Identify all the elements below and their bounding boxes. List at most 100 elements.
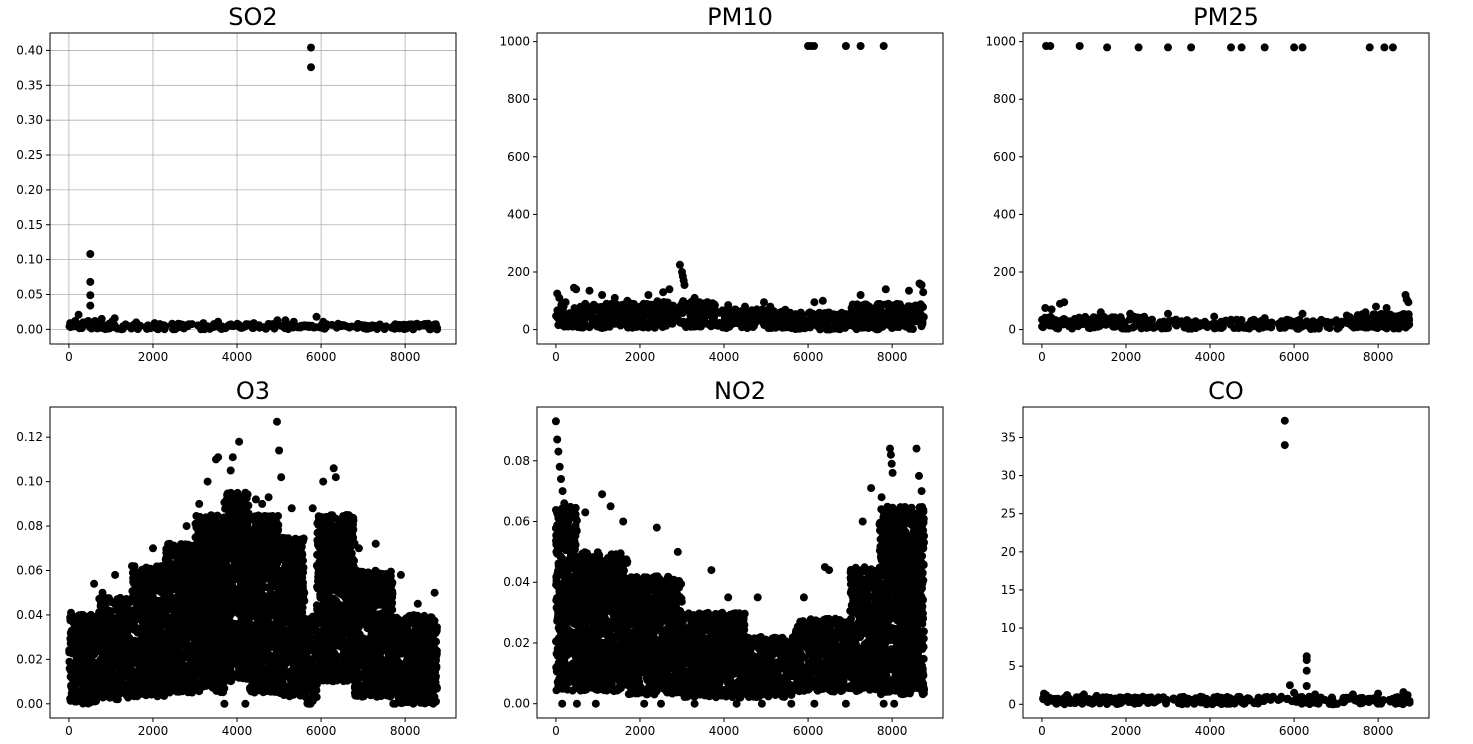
data-point	[659, 300, 668, 309]
data-point	[203, 612, 212, 620]
data-point	[1304, 320, 1313, 329]
data-point	[1230, 324, 1239, 332]
data-point	[105, 646, 114, 655]
data-point	[665, 285, 674, 294]
pm25-axes-frame	[1022, 32, 1430, 345]
data-point	[566, 315, 575, 324]
data-point	[610, 293, 619, 302]
data-point	[199, 544, 208, 553]
data-point	[1041, 304, 1050, 312]
data-point	[223, 512, 232, 521]
data-point	[208, 591, 217, 600]
data-point	[703, 298, 712, 307]
data-point	[1267, 318, 1276, 327]
data-point	[249, 319, 258, 328]
data-point	[137, 659, 146, 668]
data-point	[1075, 42, 1084, 50]
data-point	[721, 314, 730, 323]
data-point	[101, 673, 110, 681]
data-point	[227, 578, 236, 587]
data-point	[818, 296, 827, 305]
data-point	[1402, 314, 1411, 322]
data-point	[618, 319, 627, 328]
data-point	[169, 633, 178, 641]
data-point	[380, 325, 389, 333]
data-point	[1194, 320, 1203, 329]
pm25-title: PM25	[1193, 3, 1259, 31]
data-point	[786, 308, 795, 317]
data-point	[647, 319, 656, 328]
data-point	[107, 598, 116, 607]
data-point	[1380, 43, 1389, 52]
data-point	[211, 671, 220, 680]
data-point	[86, 301, 95, 310]
data-point	[744, 312, 753, 321]
data-point	[118, 620, 127, 629]
data-point	[1164, 43, 1172, 52]
data-point	[561, 298, 570, 307]
data-point	[168, 319, 177, 328]
data-point	[100, 663, 109, 672]
data-point	[96, 655, 105, 664]
data-point	[878, 322, 887, 331]
data-point	[1227, 43, 1235, 52]
data-point	[1134, 315, 1143, 324]
data-point	[214, 317, 223, 326]
data-point	[619, 305, 628, 313]
data-point	[74, 310, 83, 319]
data-point	[199, 671, 208, 680]
data-point	[1288, 320, 1297, 329]
x-tick-label: 6000	[1279, 350, 1310, 364]
data-point	[144, 593, 153, 602]
data-point	[571, 306, 580, 315]
data-point	[111, 629, 119, 638]
data-point	[586, 303, 595, 312]
data-point	[177, 540, 186, 549]
data-point	[644, 291, 653, 299]
data-point	[232, 604, 241, 613]
data-point	[1172, 315, 1180, 324]
data-point	[874, 300, 882, 308]
data-point	[101, 680, 110, 689]
data-point	[1382, 312, 1390, 321]
x-tick-label: 2000	[138, 350, 169, 364]
data-point	[161, 594, 170, 603]
data-point	[1214, 320, 1222, 329]
data-point	[1365, 43, 1374, 52]
data-point	[679, 319, 688, 328]
data-point	[655, 315, 664, 324]
data-point	[710, 300, 719, 309]
y-tick-label: 0.15	[16, 218, 43, 232]
data-point	[95, 678, 104, 687]
data-point	[192, 618, 201, 627]
x-tick-label: 2000	[1111, 350, 1142, 364]
data-point	[919, 288, 928, 297]
data-point	[91, 697, 100, 706]
data-point	[138, 631, 147, 640]
data-point	[1060, 298, 1069, 307]
data-point	[198, 594, 207, 602]
data-point	[209, 323, 218, 332]
data-point	[129, 637, 138, 646]
data-point	[625, 316, 634, 325]
data-point	[1046, 42, 1055, 50]
data-point	[81, 637, 90, 646]
data-point	[1280, 323, 1289, 332]
data-point	[125, 322, 134, 331]
data-point	[1260, 43, 1269, 52]
data-point	[841, 310, 850, 319]
data-point	[623, 296, 632, 305]
data-point	[1164, 309, 1172, 318]
data-point	[225, 616, 234, 625]
data-point	[1388, 43, 1397, 52]
data-point	[307, 43, 315, 52]
data-point	[892, 322, 900, 331]
data-point	[713, 321, 722, 330]
data-point	[136, 651, 144, 660]
data-point	[137, 586, 146, 595]
data-point	[240, 322, 249, 331]
data-point	[825, 315, 834, 324]
subplot-o3: O30 2000 4000 6000 80000.000.020.040.060.080…	[16, 377, 457, 738]
